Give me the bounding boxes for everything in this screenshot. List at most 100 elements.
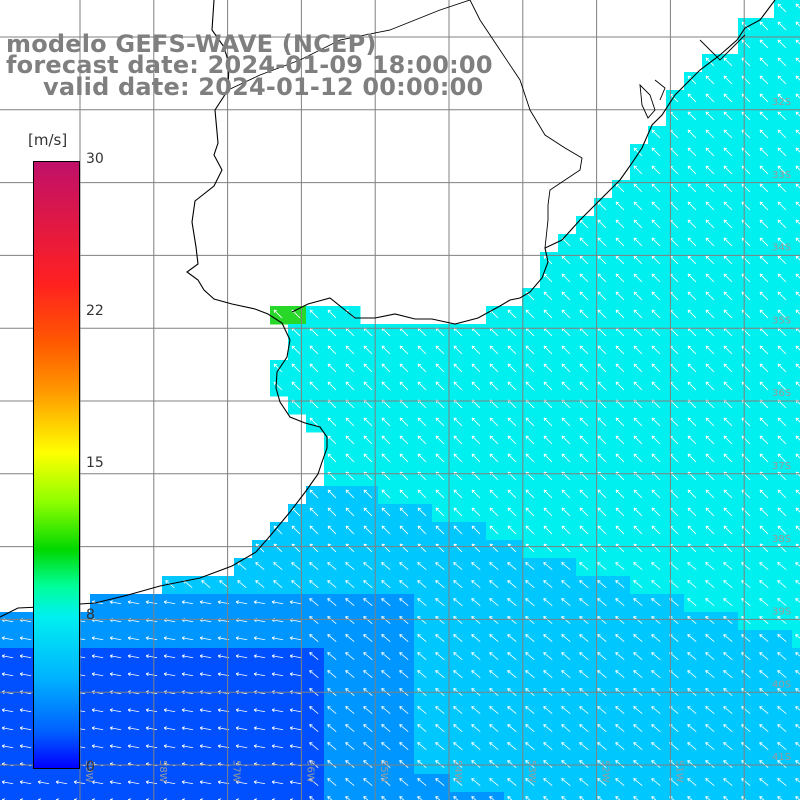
wind-arrow-head [363, 580, 365, 584]
wind-arrow [723, 417, 733, 427]
wind-arrow [489, 363, 499, 373]
wind-arrow-head [399, 489, 402, 494]
wind-arrow-head [543, 543, 548, 546]
wind-arrow-head [597, 616, 599, 620]
wind-arrow [651, 165, 661, 175]
wind-arrow-head [471, 507, 476, 510]
wind-arrow-head [687, 670, 689, 674]
wind-arrow [777, 165, 787, 175]
wind-arrow [741, 201, 751, 211]
wind-arrow-head [507, 489, 510, 494]
wind-arrow-head [327, 760, 329, 764]
wind-arrow-head [453, 562, 455, 566]
wind-arrow-head [759, 237, 762, 242]
wind-arrow-head [705, 471, 710, 474]
wind-arrow [705, 507, 715, 517]
wind-arrow-head [633, 562, 635, 566]
wind-arrow-head [705, 543, 710, 546]
wind-arrow-head [705, 634, 707, 638]
wind-arrow-head [19, 654, 24, 657]
wind-arrow [597, 796, 603, 800]
wind-arrow [435, 562, 445, 571]
wind-arrow-head [435, 706, 437, 710]
wind-arrow [741, 760, 751, 769]
wind-arrow-head [651, 706, 653, 710]
wind-arrow-head [597, 309, 600, 314]
wind-arrow-head [163, 708, 168, 711]
field-cell [792, 162, 800, 181]
wind-arrow [327, 562, 337, 571]
wind-arrow [633, 345, 643, 355]
wind-arrow [381, 327, 391, 337]
wind-arrow-head [435, 345, 438, 350]
wind-arrow [669, 706, 679, 715]
wind-arrow-head [453, 778, 455, 782]
wind-arrow-head [615, 363, 620, 366]
wind-arrow [705, 363, 715, 373]
wind-arrow-head [759, 580, 761, 584]
wind-arrow [741, 381, 751, 391]
wind-arrow-head [795, 129, 800, 132]
wind-arrow-head [453, 435, 456, 440]
wind-arrow-head [181, 762, 186, 765]
wind-arrow-head [399, 435, 404, 438]
wind-arrow-head [127, 780, 132, 783]
wind-arrow [669, 562, 679, 571]
wind-arrow [777, 3, 787, 13]
wind-arrow-head [489, 489, 494, 492]
wind-arrow [687, 724, 697, 733]
wind-arrow [110, 637, 122, 641]
wind-arrow [543, 507, 553, 517]
wind-arrow [291, 580, 301, 589]
wind-arrow [200, 781, 212, 785]
longitude-label: 58W [157, 760, 168, 783]
wind-arrow-head [579, 417, 582, 422]
wind-arrow-head [633, 706, 635, 710]
wind-arrow [687, 327, 697, 337]
wind-arrow-head [723, 345, 728, 348]
wind-arrow [236, 619, 248, 623]
wind-arrow [723, 219, 733, 229]
wind-arrow [597, 598, 607, 607]
wind-arrow-head [795, 489, 800, 492]
wind-arrow [741, 111, 751, 121]
wind-arrow-head [435, 417, 440, 420]
wind-arrow-head [399, 507, 402, 512]
wind-arrow-head [687, 147, 690, 152]
wind-arrow [669, 652, 679, 661]
field-cell [666, 792, 685, 800]
wind-arrow-head [723, 129, 726, 134]
wind-arrow [110, 727, 122, 731]
field-cell [792, 0, 800, 19]
wind-arrow-head [723, 796, 725, 800]
wind-arrow-head [399, 417, 402, 422]
wind-arrow-head [687, 507, 692, 510]
wind-arrow-head [507, 435, 510, 440]
wind-arrow-head [741, 219, 744, 224]
wind-arrow-head [723, 237, 726, 242]
wind-arrow [471, 435, 481, 445]
wind-arrow-head [217, 637, 221, 641]
wind-arrow-head [381, 345, 386, 348]
wind-arrow [777, 345, 787, 355]
wind-arrow-head [543, 291, 546, 296]
wind-arrow [399, 525, 409, 535]
wind-arrow [669, 201, 679, 211]
wind-arrow-head [1, 727, 5, 731]
wind-arrow [687, 129, 697, 139]
wind-arrow-head [795, 417, 798, 422]
wind-arrow-head [525, 345, 528, 350]
wind-arrow-head [597, 345, 600, 350]
wind-arrow-head [525, 453, 530, 456]
wind-arrow [795, 381, 800, 387]
wind-arrow [237, 562, 247, 571]
field-cell [792, 594, 800, 613]
wind-arrow [543, 327, 553, 337]
wind-arrow [597, 237, 607, 247]
wind-arrow-head [741, 129, 744, 134]
wind-arrow-head [687, 381, 690, 386]
wind-arrow-head [723, 93, 726, 98]
wind-arrow [110, 673, 122, 677]
wind-arrow [741, 147, 751, 157]
